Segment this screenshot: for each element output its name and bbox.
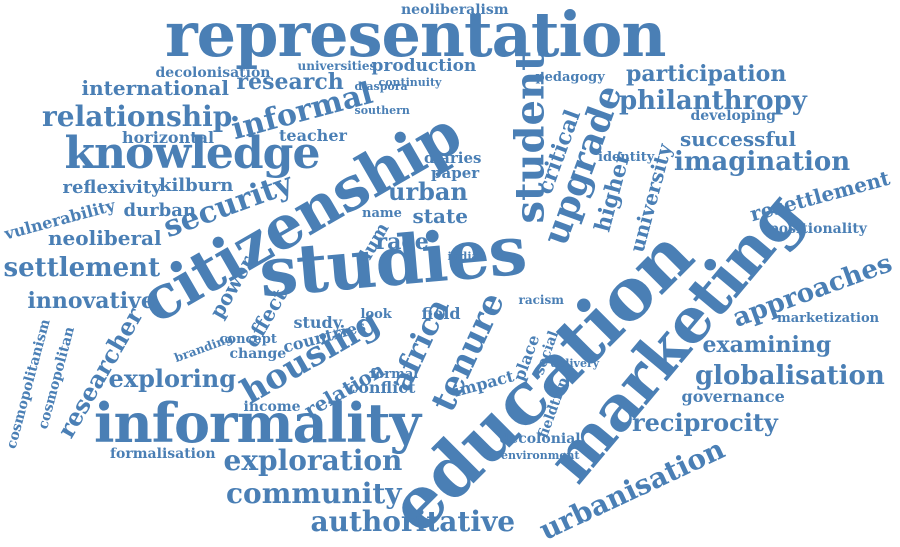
word-informality: informality xyxy=(94,391,421,455)
word-participation: participation xyxy=(626,61,787,87)
word-international: international xyxy=(81,76,229,100)
word-continuity: continuity xyxy=(378,75,442,89)
word-universities: universities xyxy=(297,59,377,73)
word-positionality: positionality xyxy=(769,221,867,237)
word-exploring: exploring xyxy=(108,364,236,393)
word-field: field xyxy=(421,304,461,323)
word-paper: paper xyxy=(431,163,480,182)
word-research: research xyxy=(236,69,344,95)
word-name: name xyxy=(362,205,402,221)
word-neoliberal: neoliberal xyxy=(48,226,162,250)
word-developing: developing xyxy=(690,108,776,124)
word-decolonial: decolonial xyxy=(499,431,581,447)
word-formalisation: formalisation xyxy=(110,446,216,462)
word-reflexivity: reflexivity xyxy=(62,177,162,198)
word-study: study xyxy=(293,313,343,332)
word-concept: concept xyxy=(219,331,277,347)
word-imagination: imagination xyxy=(674,147,851,177)
word-successful: successful xyxy=(680,127,797,151)
word-identity: identity xyxy=(598,149,655,165)
word-formal: formal xyxy=(370,366,419,382)
word-examining: examining xyxy=(702,332,832,358)
word-production: production xyxy=(371,55,477,76)
word-exploration: exploration xyxy=(223,444,403,477)
word-income: income xyxy=(243,399,301,415)
word-diaries: diaries xyxy=(424,148,482,167)
word-globalisation: globalisation xyxy=(695,361,885,391)
word-look: look xyxy=(360,306,392,322)
word-diaspora: diaspora xyxy=(354,79,408,93)
word-authoritative: authoritative xyxy=(310,505,516,538)
word-teacher: teacher xyxy=(279,126,347,145)
word-urban: urban xyxy=(388,177,468,206)
word-india: india xyxy=(447,249,479,263)
word-state: state xyxy=(412,204,468,228)
word-horizontal: horizontal xyxy=(122,128,215,147)
word-delivery: delivery xyxy=(550,356,600,370)
word-governance: governance xyxy=(681,387,785,406)
word-change: change xyxy=(229,346,287,362)
word-cosmopolitanism: cosmopolitanism xyxy=(3,317,54,451)
word-innovative: innovative xyxy=(27,288,155,314)
word-relationship: relationship xyxy=(42,100,233,133)
word-neoliberalism: neoliberalism xyxy=(401,2,509,18)
word-student: student xyxy=(506,52,554,224)
word-knowledge: knowledge xyxy=(64,128,321,179)
word-durban: durban xyxy=(123,200,197,221)
word-kilburn: kilburn xyxy=(159,175,234,196)
word-pedagogy: pedagogy xyxy=(535,69,605,85)
word-decolonisation: decolonisation xyxy=(155,65,271,81)
word-branding: branding xyxy=(171,330,235,366)
word-representation: representation xyxy=(165,0,666,71)
word-racism: racism xyxy=(518,293,564,307)
word-settlement: settlement xyxy=(3,253,161,283)
word-community: community xyxy=(226,477,402,510)
word-conflict: conflict xyxy=(348,378,416,397)
word-southern: southern xyxy=(354,103,410,117)
word-marketization: marketization xyxy=(777,310,880,326)
word-philanthropy: philanthropy xyxy=(619,86,807,116)
word-reciprocity: reciprocity xyxy=(632,408,778,437)
word-race: race xyxy=(375,229,429,255)
word-environment: environment xyxy=(501,448,580,462)
